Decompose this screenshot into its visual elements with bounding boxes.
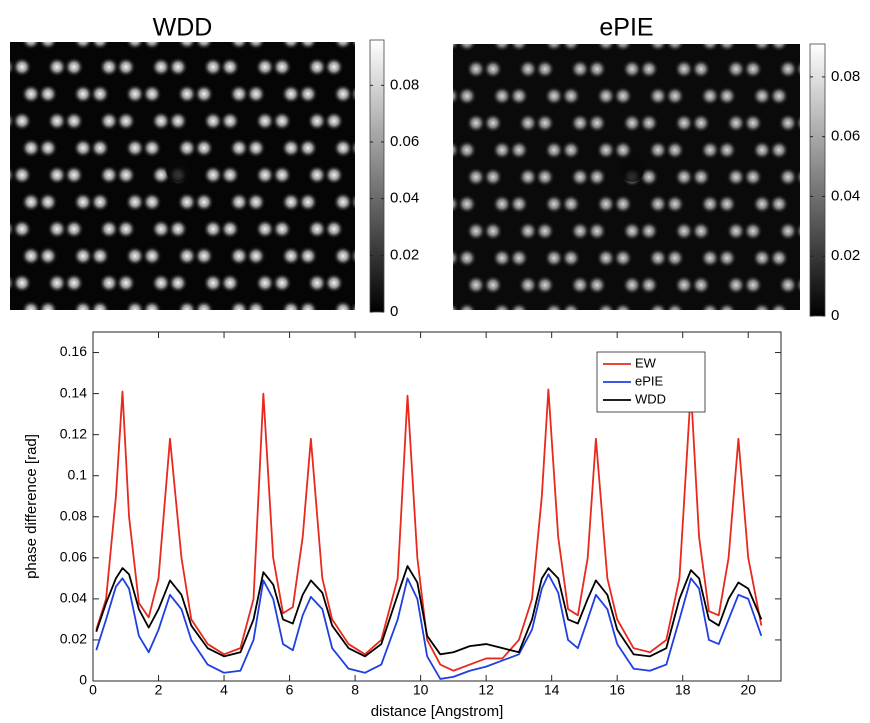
image-title: WDD	[153, 14, 213, 42]
y-tick-label: 0.06	[60, 549, 87, 565]
x-tick-label: 6	[286, 682, 294, 698]
x-tick-label: 12	[478, 682, 494, 698]
y-tick-label: 0.04	[60, 590, 87, 606]
y-tick-label: 0.08	[60, 507, 87, 523]
colorbar-tick-label: 0.08	[831, 68, 860, 85]
legend-label: EW	[635, 355, 657, 370]
y-axis-label: phase difference [rad]	[23, 434, 40, 579]
series-line	[95, 388, 763, 672]
image-title: ePIE	[599, 14, 653, 42]
defect	[166, 158, 190, 182]
legend-label: WDD	[635, 391, 666, 406]
colorbar-tick-label: 0.02	[390, 246, 419, 263]
y-tick-label: 0.1	[68, 466, 88, 482]
colorbar-tick-label: 0.08	[390, 76, 419, 93]
x-tick-label: 4	[220, 682, 228, 698]
x-axis-label: distance [Angstrom]	[371, 703, 504, 720]
colorbar-tick-label: 0.04	[831, 187, 860, 204]
x-tick-label: 2	[155, 682, 163, 698]
x-tick-label: 18	[675, 682, 691, 698]
y-tick-label: 0.02	[60, 631, 87, 647]
x-tick-label: 14	[544, 682, 560, 698]
colorbar-tick-label: 0.06	[831, 128, 860, 145]
colorbar-tick-label: 0.04	[390, 190, 419, 207]
colorbar	[369, 39, 385, 313]
x-tick-label: 10	[413, 682, 429, 698]
x-tick-label: 0	[89, 682, 97, 698]
legend-label: ePIE	[635, 373, 664, 388]
x-tick-label: 20	[740, 682, 756, 698]
colorbar	[809, 43, 826, 317]
y-tick-label: 0	[79, 672, 87, 688]
x-tick-label: 8	[351, 682, 359, 698]
y-tick-label: 0.12	[60, 425, 87, 441]
colorbar-tick-label: 0.06	[390, 133, 419, 150]
series-line	[95, 573, 763, 680]
series-line	[95, 565, 763, 658]
colorbar-tick-label: 0	[831, 307, 839, 324]
y-tick-label: 0.16	[60, 343, 87, 359]
x-tick-label: 16	[609, 682, 625, 698]
colorbar-tick-label: 0.02	[831, 247, 860, 264]
y-tick-label: 0.14	[60, 384, 87, 400]
colorbar-tick-label: 0	[390, 303, 398, 320]
defect	[620, 158, 644, 182]
